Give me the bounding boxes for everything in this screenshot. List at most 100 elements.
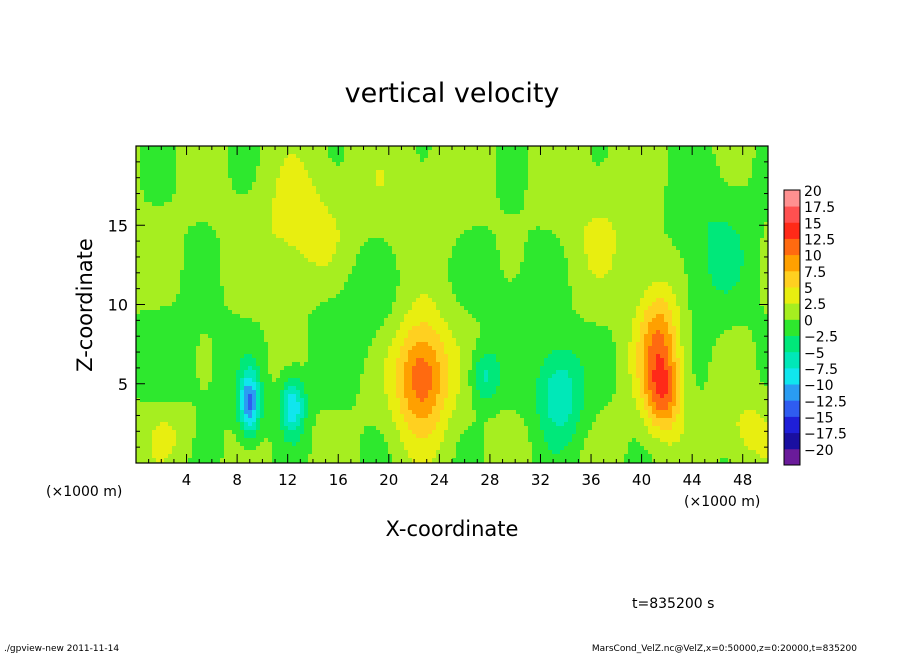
field-cell (764, 202, 769, 207)
field-cell (164, 250, 169, 255)
field-cell (684, 150, 689, 155)
field-cell (448, 226, 453, 231)
field-cell (388, 254, 393, 259)
field-cell (652, 258, 657, 263)
field-cell (740, 226, 745, 231)
field-cell (732, 198, 737, 203)
field-cell (580, 198, 585, 203)
field-cell (372, 214, 377, 219)
field-cell (140, 178, 145, 183)
field-cell (348, 254, 353, 259)
field-cell (276, 246, 281, 251)
field-cell (520, 150, 525, 155)
field-cell (304, 162, 309, 167)
field-cell (500, 214, 505, 219)
field-cell (500, 174, 505, 179)
field-cell (572, 158, 577, 163)
field-cell (416, 242, 421, 247)
field-cell (708, 174, 713, 179)
field-cell (136, 246, 141, 251)
field-cell (180, 158, 185, 163)
field-cell (324, 190, 329, 195)
field-cell (304, 234, 309, 239)
field-cell (340, 158, 345, 163)
field-cell (252, 234, 257, 239)
field-cell (556, 202, 561, 207)
field-cell (748, 162, 753, 167)
field-cell (704, 190, 709, 195)
field-cell (596, 186, 601, 191)
field-cell (684, 190, 689, 195)
field-cell (616, 182, 621, 187)
field-cell (720, 238, 725, 243)
field-cell (288, 230, 293, 235)
field-cell (600, 150, 605, 155)
field-cell (136, 182, 141, 187)
field-cell (520, 186, 525, 191)
field-cell (652, 230, 657, 235)
field-cell (156, 174, 161, 179)
field-cell (192, 146, 197, 151)
field-cell (540, 234, 545, 239)
field-cell (584, 206, 589, 211)
field-cell (392, 270, 397, 275)
field-cell (716, 170, 721, 175)
field-cell (600, 218, 605, 223)
field-cell (220, 146, 225, 151)
field-cell (328, 146, 333, 151)
field-cell (464, 166, 469, 171)
field-cell (564, 158, 569, 163)
field-cell (360, 190, 365, 195)
field-cell (304, 246, 309, 251)
field-cell (668, 146, 673, 151)
field-cell (692, 246, 697, 251)
field-cell (692, 230, 697, 235)
field-cell (548, 194, 553, 199)
field-cell (708, 206, 713, 211)
field-cell (752, 246, 757, 251)
field-cell (240, 170, 245, 175)
field-cell (208, 154, 213, 159)
field-cell (324, 210, 329, 215)
field-cell (380, 234, 385, 239)
field-cell (416, 262, 421, 267)
field-cell (720, 146, 725, 151)
field-cell (408, 242, 413, 247)
field-cell (304, 230, 309, 235)
field-cell (424, 234, 429, 239)
field-cell (660, 154, 665, 159)
field-cell (676, 178, 681, 183)
field-cell (744, 146, 749, 151)
field-cell (504, 210, 509, 215)
field-cell (444, 210, 449, 215)
field-cell (404, 182, 409, 187)
field-cell (644, 258, 649, 263)
field-cell (384, 146, 389, 151)
field-cell (340, 190, 345, 195)
field-cell (724, 254, 729, 259)
field-cell (324, 170, 329, 175)
field-cell (496, 178, 501, 183)
field-cell (656, 234, 661, 239)
field-cell (764, 158, 769, 163)
field-cell (544, 198, 549, 203)
field-cell (420, 166, 425, 171)
field-cell (580, 254, 585, 259)
field-cell (740, 262, 745, 267)
field-cell (556, 250, 561, 255)
field-cell (408, 158, 413, 163)
field-cell (576, 202, 581, 207)
field-cell (568, 186, 573, 191)
field-cell (312, 210, 317, 215)
field-cell (740, 186, 745, 191)
field-cell (152, 238, 157, 243)
field-cell (568, 202, 573, 207)
field-cell (500, 182, 505, 187)
field-cell (588, 206, 593, 211)
field-cell (272, 150, 277, 155)
field-cell (644, 194, 649, 199)
field-cell (416, 250, 421, 255)
field-cell (500, 254, 505, 259)
field-cell (480, 150, 485, 155)
field-cell (580, 234, 585, 239)
